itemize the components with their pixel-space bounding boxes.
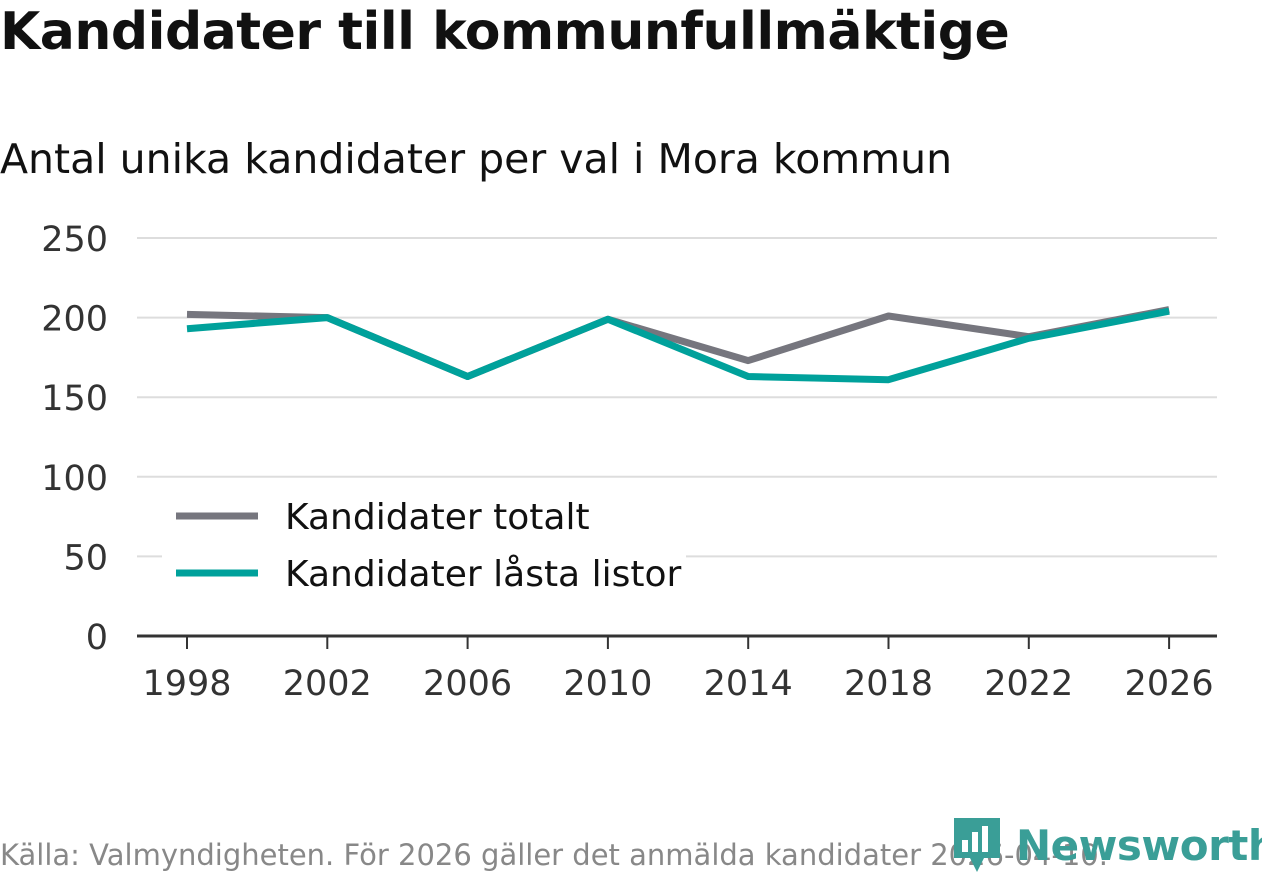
x-tick-label: 2006 <box>423 664 512 704</box>
x-tick-label: 2018 <box>844 664 933 704</box>
y-axis-ticks: 0 50 100 150 200 250 <box>41 220 108 658</box>
legend-label-kandidater-totalt: Kandidater totalt <box>285 497 590 538</box>
x-tick-label: 2026 <box>1125 664 1214 704</box>
y-tick-label: 0 <box>86 618 108 658</box>
y-tick-label: 50 <box>63 538 108 578</box>
series-line-kandidater-lasta-listor <box>186 307 1170 384</box>
newsworthy-logo-text: Newsworthy <box>1016 820 1262 870</box>
chart-title: Kandidater till kommunfullmäktige <box>0 2 1010 62</box>
x-tick-label: 2010 <box>563 664 652 704</box>
x-tick-label: 2014 <box>704 664 793 704</box>
legend: Kandidater totalt Kandidater låsta listo… <box>162 486 686 610</box>
newsworthy-logo: Newsworthy <box>952 816 1262 874</box>
source-note: Källa: Valmyndigheten. För 2026 gäller d… <box>0 838 1108 872</box>
x-axis: 1998 2002 2006 2010 2014 2018 2022 2026 <box>137 634 1217 704</box>
legend-label-kandidater-lasta-listor: Kandidater låsta listor <box>285 554 681 595</box>
x-tick-label: 2022 <box>984 664 1073 704</box>
y-tick-label: 200 <box>41 300 108 340</box>
chart-subtitle: Antal unika kandidater per val i Mora ko… <box>0 135 953 183</box>
y-tick-label: 100 <box>41 459 108 499</box>
legend-background <box>162 486 686 610</box>
y-tick-label: 250 <box>41 220 108 260</box>
x-tick-label: 2002 <box>283 664 372 704</box>
newsworthy-logo-icon <box>954 818 1000 872</box>
y-tick-label: 150 <box>41 379 108 419</box>
data-series <box>186 306 1170 384</box>
x-tick-label: 1998 <box>142 664 231 704</box>
